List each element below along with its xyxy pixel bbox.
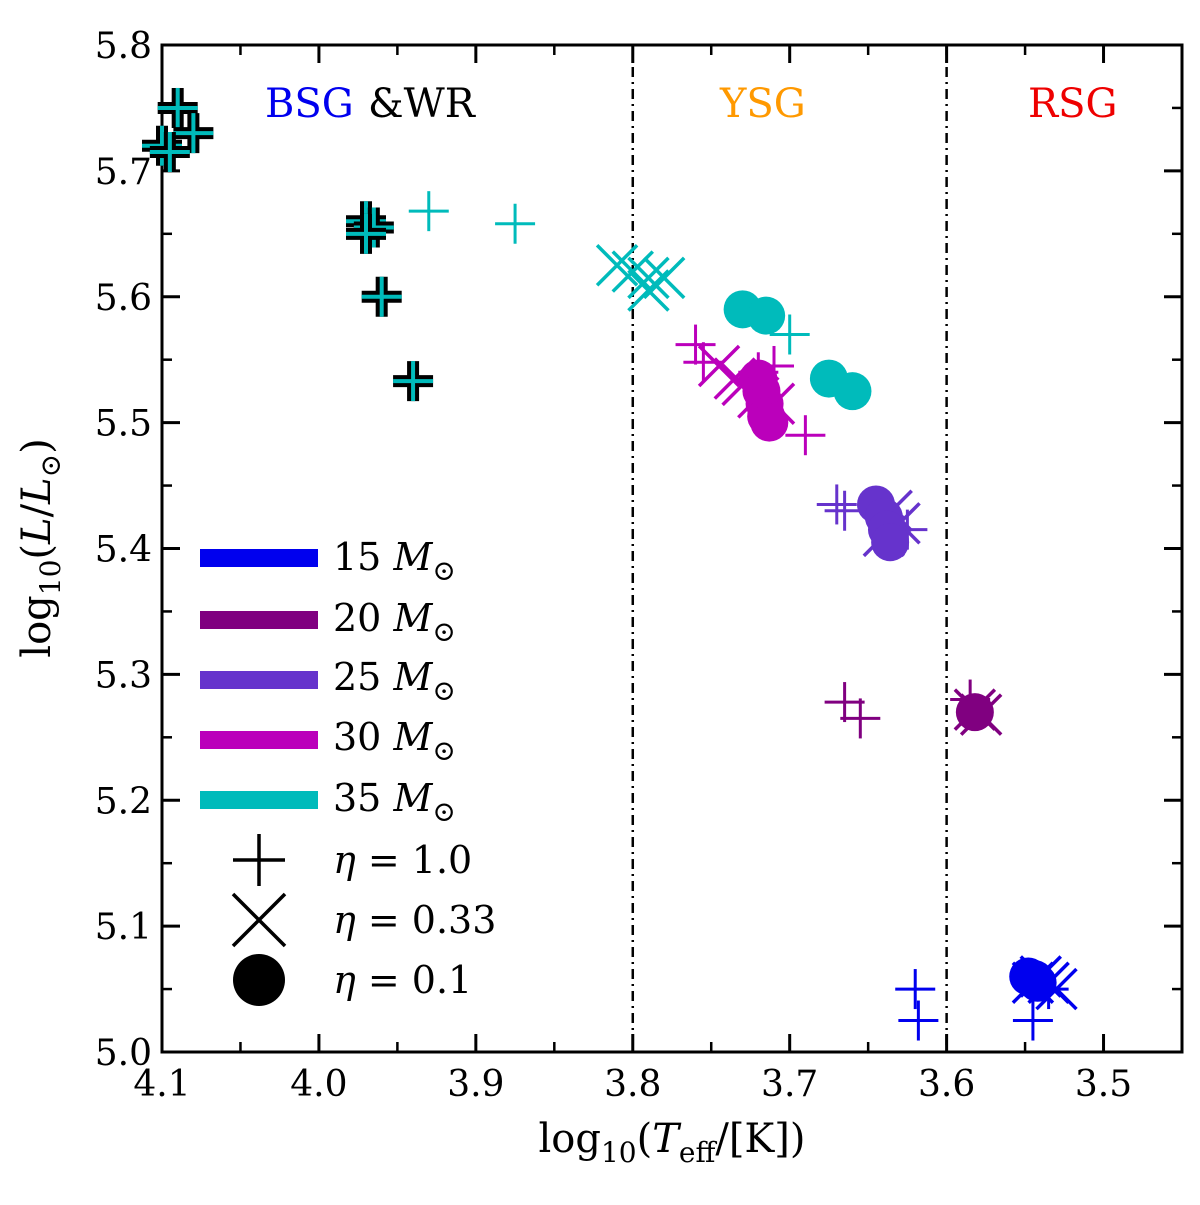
legend-label-25: 25 M⊙ bbox=[333, 655, 456, 707]
data-point-plus bbox=[353, 207, 394, 248]
legend-swatch-15 bbox=[200, 549, 318, 567]
data-point-plus bbox=[895, 969, 936, 1010]
y-tick-label: 5.1 bbox=[95, 907, 152, 948]
data-point-x bbox=[595, 244, 639, 287]
y-tick-label: 5.8 bbox=[95, 26, 152, 67]
x-tick-label: 4.1 bbox=[133, 1064, 190, 1105]
region-label-rsg: RSG bbox=[1028, 81, 1117, 127]
data-point-plus bbox=[785, 415, 826, 456]
data-point-plus bbox=[495, 203, 536, 244]
region-label-ysg: YSG bbox=[719, 81, 806, 127]
data-point-circle bbox=[750, 403, 789, 442]
legend-label-35: 35 M⊙ bbox=[333, 776, 456, 828]
region-dividers bbox=[631, 45, 948, 1052]
legend: 15 M⊙ 20 M⊙ 25 M⊙ 30 M⊙ 35 M⊙ η = 1.0 η … bbox=[200, 535, 496, 1006]
data-point-circle bbox=[871, 523, 910, 562]
y-tick-label: 5.6 bbox=[95, 278, 152, 319]
x-tick-label: 4.0 bbox=[290, 1064, 347, 1105]
data-point-plus bbox=[393, 361, 434, 402]
data-point-plus bbox=[840, 698, 881, 739]
data-point-plus bbox=[816, 484, 857, 525]
x-axis-title: log10(Teff/[K]) bbox=[538, 1116, 805, 1169]
legend-swatch-20 bbox=[200, 611, 318, 629]
plot-frame bbox=[160, 43, 1184, 1054]
legend-swatch-25 bbox=[200, 671, 318, 689]
data-point-x bbox=[627, 256, 670, 300]
legend-label-20: 20 M⊙ bbox=[333, 596, 456, 648]
legend-label-eta-01: η = 0.1 bbox=[333, 958, 472, 1002]
data-point-circle bbox=[747, 296, 786, 335]
legend-marker-x-icon bbox=[231, 892, 287, 948]
data-point-plus bbox=[898, 1000, 939, 1041]
data-point-plus bbox=[408, 191, 449, 232]
legend-label-eta-033: η = 0.33 bbox=[333, 898, 496, 942]
x-tick-label: 3.8 bbox=[604, 1064, 661, 1105]
legend-marker-plus-icon bbox=[233, 834, 285, 886]
y-tick-label: 5.2 bbox=[95, 781, 152, 822]
data-point-plus bbox=[149, 131, 190, 172]
legend-swatch-30 bbox=[200, 731, 318, 749]
x-tick-label: 3.6 bbox=[918, 1064, 975, 1105]
data-markers bbox=[142, 87, 1078, 1041]
x-tick-label: 3.5 bbox=[1075, 1064, 1132, 1105]
y-tick-label: 5.3 bbox=[95, 655, 152, 696]
y-axis-title: log10(L/L⊙) bbox=[14, 438, 67, 657]
region-label-bsg: BSG bbox=[265, 81, 354, 127]
y-tick-label: 5.4 bbox=[95, 530, 152, 571]
x-tick-label: 3.9 bbox=[447, 1064, 504, 1105]
x-tick-label: 3.7 bbox=[761, 1064, 818, 1105]
legend-label-30: 30 M⊙ bbox=[333, 715, 456, 767]
legend-label-eta-1: η = 1.0 bbox=[333, 838, 472, 882]
legend-swatch-35 bbox=[200, 791, 318, 809]
legend-marker-circle-icon bbox=[233, 954, 285, 1006]
y-tick-label: 5.0 bbox=[95, 1033, 152, 1074]
data-point-plus bbox=[675, 324, 716, 365]
data-point-plus bbox=[173, 113, 214, 154]
region-label-wr: &WR bbox=[368, 81, 477, 127]
data-point-x bbox=[611, 250, 655, 293]
data-point-x bbox=[627, 269, 670, 312]
y-tick-label: 5.7 bbox=[95, 152, 152, 193]
data-point-plus bbox=[157, 87, 198, 128]
data-point-plus bbox=[361, 276, 402, 317]
axis-ticks: 4.1 4.0 3.9 3.8 3.7 3.6 3.5 5.0 5.1 5.2 5.3 5.4 5.5 5… bbox=[95, 26, 1182, 1105]
data-point-plus bbox=[1012, 1000, 1053, 1041]
legend-label-15: 15 M⊙ bbox=[333, 535, 456, 587]
data-point-plus bbox=[346, 213, 386, 254]
data-point-plus bbox=[824, 490, 865, 531]
data-point-plus bbox=[769, 314, 810, 355]
data-point-circle bbox=[955, 693, 994, 732]
data-point-plus bbox=[824, 682, 865, 723]
data-point-circle bbox=[1018, 963, 1057, 1002]
data-point-circle bbox=[833, 372, 872, 411]
y-tick-label: 5.5 bbox=[95, 404, 152, 445]
